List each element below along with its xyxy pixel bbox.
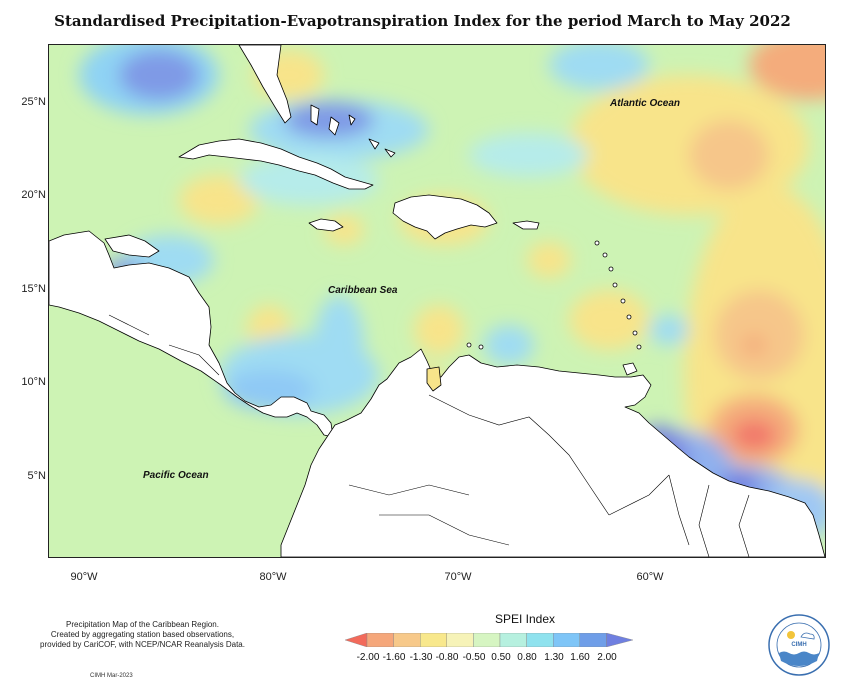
logo-text: CIMH <box>791 642 806 648</box>
legend-tick: -1.60 <box>382 652 406 663</box>
credit-text: Precipitation Map of the Caribbean Regio… <box>0 620 285 650</box>
credit-line: provided by CariCOF, with NCEP/NCAR Rean… <box>40 640 245 649</box>
map-title: Standardised Precipitation-Evapotranspir… <box>54 12 791 30</box>
spei-map <box>48 44 826 558</box>
lon-tick: 60°W <box>636 571 664 583</box>
credit-line: Precipitation Map of the Caribbean Regio… <box>66 620 219 629</box>
cimh-logo: CIMH <box>767 613 831 677</box>
cimh-logo-icon: CIMH <box>768 614 830 676</box>
legend-colorbar <box>345 633 634 647</box>
land-masses <box>49 45 825 557</box>
lat-tick: 5°N <box>27 470 46 482</box>
lon-tick: 80°W <box>259 571 287 583</box>
country-borders <box>108 314 750 557</box>
legend-tick: 0.80 <box>517 652 537 663</box>
lon-tick: 70°W <box>444 571 472 583</box>
spei-map-canvas <box>49 45 825 557</box>
credit-line: Created by aggregating station based obs… <box>50 630 235 639</box>
legend-tick: 2.00 <box>597 652 617 663</box>
lat-tick: 10°N <box>21 376 46 388</box>
legend-tick: -0.80 <box>435 652 459 663</box>
label-caribbean-sea: Caribbean Sea <box>328 285 398 296</box>
lon-tick: 90°W <box>70 571 98 583</box>
legend-tick: 0.50 <box>491 652 511 663</box>
lat-tick: 20°N <box>21 189 46 201</box>
lat-tick: 25°N <box>21 96 46 108</box>
legend-tick: -2.00 <box>356 652 380 663</box>
legend-tick: 1.30 <box>544 652 564 663</box>
legend-tick: -0.50 <box>462 652 486 663</box>
lat-tick: 15°N <box>21 283 46 295</box>
credit-stamp: CIMH Mar-2023 <box>90 673 133 679</box>
legend-tick: -1.30 <box>409 652 433 663</box>
label-atlantic-ocean: Atlantic Ocean <box>610 98 681 109</box>
legend-title: SPEI Index <box>494 612 556 626</box>
legend-tick: 1.60 <box>570 652 590 663</box>
label-pacific-ocean: Pacific Ocean <box>143 470 209 481</box>
